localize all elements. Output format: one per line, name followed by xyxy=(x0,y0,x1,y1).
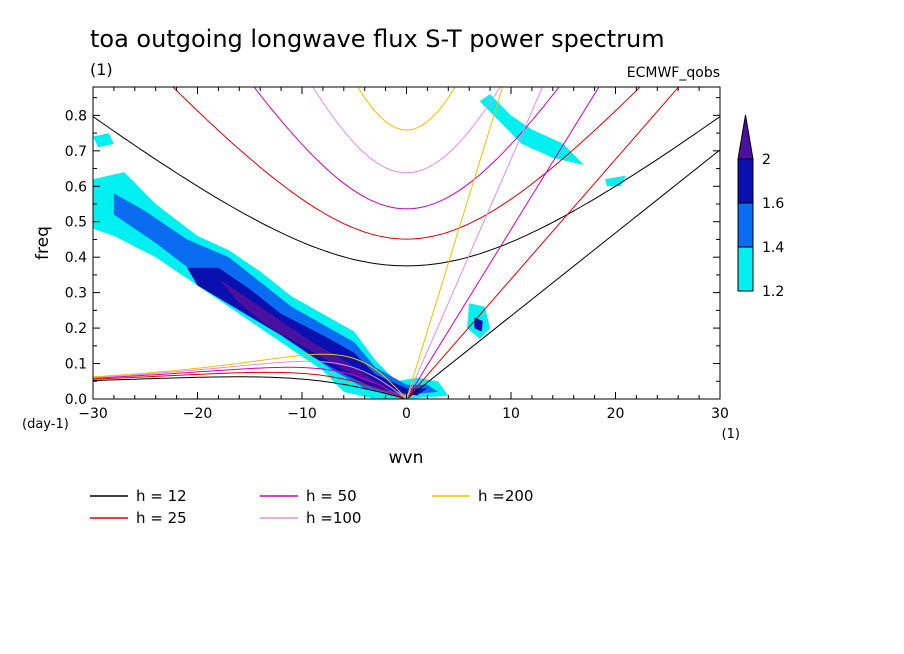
curve-ig-h100 xyxy=(312,87,501,174)
colorbar-segment xyxy=(737,158,754,204)
y-tick-label: 0.5 xyxy=(65,215,87,231)
x-tick-label: −20 xyxy=(183,406,213,422)
x-tick-label: 30 xyxy=(711,406,729,422)
colorbar-label: 1.4 xyxy=(762,240,784,256)
x-tick-label: −30 xyxy=(78,406,108,422)
curve-rossby-h50 xyxy=(93,366,407,399)
legend-label: h = 50 xyxy=(306,487,357,505)
y-tick-label: 0.7 xyxy=(65,144,87,160)
y-axis-label: freq xyxy=(33,226,53,260)
curve-kelvin-h200 xyxy=(406,87,504,399)
contour-region-0 xyxy=(93,172,449,399)
colorbar-triangle xyxy=(737,114,754,160)
contour-layer xyxy=(93,94,626,399)
curve-rossby-h100 xyxy=(93,360,407,399)
colorbar-label: 1.6 xyxy=(762,196,784,212)
legend-label: h =100 xyxy=(306,509,361,527)
x-tick-label: 10 xyxy=(502,406,520,422)
dispersion-curves xyxy=(93,87,720,399)
curve-ig-h200 xyxy=(357,87,456,131)
legend-label: h = 12 xyxy=(136,487,187,505)
y-tick-label: 0.3 xyxy=(65,286,87,302)
legend: h = 12 h = 25 h = 50 h =100 h =200 xyxy=(90,487,533,527)
colorbar-label: 2 xyxy=(762,152,771,168)
curve-ig-h50 xyxy=(253,87,560,210)
curve-rossby-h12 xyxy=(93,376,407,399)
curve-kelvin-h100 xyxy=(406,87,544,399)
contour-region-6 xyxy=(474,317,483,332)
colorbar-segment xyxy=(737,202,754,248)
x-tick-label: −10 xyxy=(287,406,317,422)
curve-kelvin-h12 xyxy=(406,149,720,399)
x-unit-label: (1) xyxy=(722,427,740,442)
x-tick-label: 0 xyxy=(402,406,411,422)
contour-region-7 xyxy=(93,133,114,148)
legend-label: h = 25 xyxy=(136,509,187,527)
contour-region-1 xyxy=(113,193,438,396)
y-tick-label: 0.0 xyxy=(65,392,87,408)
y-tick-label: 0.2 xyxy=(65,321,87,337)
axis-ticks: −30 −20 −10 0 10 20 30 0.0 0.1 0.2 0.3 0.4 0.5 0.6 0.7… xyxy=(65,87,729,422)
contour-region-8 xyxy=(605,175,626,187)
y-tick-label: 0.1 xyxy=(65,357,87,373)
curve-ig-h12 xyxy=(93,116,720,267)
colorbar-segment xyxy=(737,246,754,292)
y-tick-label: 0.8 xyxy=(65,108,87,124)
curve-rossby-h200 xyxy=(93,353,407,399)
curve-rossby-h25 xyxy=(93,371,407,399)
source-label: ECMWF_qobs xyxy=(627,65,720,81)
curve-kelvin-h50 xyxy=(406,87,600,399)
contour-region-4 xyxy=(479,94,585,165)
y-tick-label: 0.4 xyxy=(65,250,87,266)
x-axis-label: wvn xyxy=(389,448,424,468)
chart-subtitle: (1) xyxy=(90,60,113,79)
legend-label: h =200 xyxy=(478,487,533,505)
y-unit-label: (day-1) xyxy=(22,417,69,432)
colorbar-label: 1.2 xyxy=(762,284,784,300)
colorbar: 1.2 1.4 1.6 2 xyxy=(737,114,784,300)
curve-ig-h25 xyxy=(172,87,641,240)
x-tick-label: 20 xyxy=(607,406,625,422)
curve-kelvin-h25 xyxy=(406,87,680,399)
y-tick-label: 0.6 xyxy=(65,179,87,195)
chart-title: toa outgoing longwave flux S-T power spe… xyxy=(90,25,665,53)
